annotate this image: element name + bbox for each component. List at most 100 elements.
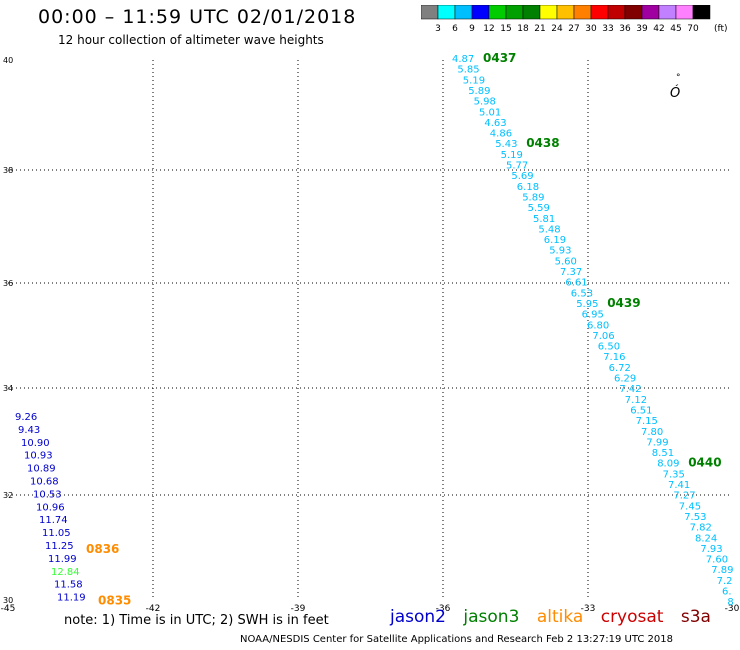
swh-value-label: 5.60 bbox=[555, 256, 577, 267]
swh-value-label: 5.81 bbox=[533, 214, 555, 225]
swh-value-label: 7.99 bbox=[646, 437, 668, 448]
swh-value-label: 8.24 bbox=[695, 533, 717, 544]
color-scale-legend: 3 6 9 12 15 18 21 24 27 30 33 36 39 42 45 70 (ft) bbox=[421, 5, 728, 34]
map-symbol-degree: ° bbox=[676, 73, 681, 83]
swh-value-label: 5.77 bbox=[506, 161, 528, 172]
colorbar-swatch bbox=[692, 5, 711, 20]
swh-value-label: 6. bbox=[722, 587, 732, 598]
swh-value-label: 5.95 bbox=[576, 299, 598, 310]
swh-value-label: 7.42 bbox=[619, 384, 641, 395]
swh-value-label: 7.45 bbox=[679, 501, 701, 512]
swh-value-label: 7.89 bbox=[711, 565, 733, 576]
swh-value-label: 6.80 bbox=[587, 320, 609, 331]
colorbar-tick-label: 36 bbox=[619, 24, 631, 34]
swh-value-label: 7.15 bbox=[636, 416, 658, 427]
swh-value-label: 12.84 bbox=[51, 567, 80, 578]
swh-value-label: 4.63 bbox=[484, 118, 506, 129]
track-time-label: 0439 bbox=[607, 296, 640, 310]
lon-tick-label: -33 bbox=[581, 604, 596, 614]
colorbar-tick-label: 39 bbox=[636, 24, 648, 34]
lat-tick-label: 32 bbox=[3, 491, 13, 500]
swh-value-label: 10.68 bbox=[30, 477, 59, 488]
lon-tick-label: -42 bbox=[146, 604, 161, 614]
lon-tick-label: -30 bbox=[725, 604, 740, 614]
swh-value-label: 4.87 bbox=[452, 54, 474, 65]
swh-value-label: 7.2 bbox=[717, 576, 733, 587]
legend-altika: altika bbox=[536, 607, 584, 627]
lon-tick-label: -36 bbox=[436, 604, 451, 614]
swh-value-label: 5.89 bbox=[522, 192, 544, 203]
satellite-legend: jason2 jason3 altika cryosat s3a bbox=[390, 607, 723, 627]
swh-value-label: 5.89 bbox=[468, 86, 490, 97]
swh-value-label: 5.48 bbox=[538, 224, 560, 235]
colorbar-tick-label: 45 bbox=[670, 24, 681, 34]
colorbar-tick-label: 42 bbox=[653, 24, 664, 34]
colorbar-unit: (ft) bbox=[714, 24, 728, 34]
swh-value-label: 7.35 bbox=[663, 469, 685, 480]
swh-value-label: 6.19 bbox=[544, 235, 566, 246]
map-title: 00:00 – 11:59 UTC 02/01/2018 bbox=[38, 6, 357, 28]
lat-tick-label: 34 bbox=[3, 384, 13, 393]
colorbar-tick-label: 33 bbox=[602, 24, 613, 34]
colorbar-tick-label: 15 bbox=[500, 24, 511, 34]
swh-value-label: 5.19 bbox=[463, 75, 485, 86]
swh-value-label: 10.89 bbox=[27, 464, 56, 475]
colorbar-tick-label: 3 bbox=[435, 24, 441, 34]
legend-cryosat: cryosat bbox=[600, 607, 664, 627]
swh-value-label: 6.50 bbox=[598, 342, 620, 353]
swh-value-label: 11.99 bbox=[48, 554, 77, 565]
swh-value-label: 11.25 bbox=[45, 541, 74, 552]
swh-value-label: 8.51 bbox=[652, 448, 674, 459]
swh-value-label: 5.93 bbox=[549, 246, 571, 257]
swh-value-label: 6.61 bbox=[565, 278, 587, 289]
swh-value-label: 7.93 bbox=[700, 544, 722, 555]
swh-value-label: 10.90 bbox=[21, 438, 50, 449]
lat-tick-label: 30 bbox=[3, 596, 13, 605]
swh-value-label: 9.43 bbox=[18, 425, 40, 436]
swh-value-label: 6.18 bbox=[517, 182, 539, 193]
legend-jason2: jason2 bbox=[390, 607, 446, 627]
colorbar-tick-label: 6 bbox=[452, 24, 458, 34]
swh-value-label: 6.72 bbox=[609, 363, 631, 374]
colorbar-tick-label: 70 bbox=[687, 24, 699, 34]
swh-value-label: 6.53 bbox=[571, 288, 593, 299]
swh-value-label: 6.51 bbox=[630, 405, 652, 416]
swh-value-label: 4.86 bbox=[490, 129, 512, 140]
colorbar-tick-label: 21 bbox=[534, 24, 545, 34]
lon-tick-label: -45 bbox=[1, 604, 16, 614]
swh-value-label: 10.93 bbox=[24, 451, 53, 462]
lat-tick-label: 40 bbox=[3, 56, 13, 65]
swh-value-label: 7.82 bbox=[690, 523, 712, 534]
swh-value-label: 7.80 bbox=[641, 427, 663, 438]
swh-value-label: 7.12 bbox=[625, 395, 647, 406]
swh-value-label: 7.27 bbox=[673, 491, 695, 502]
lon-tick-label: -39 bbox=[291, 604, 306, 614]
swh-value-label: 5.59 bbox=[528, 203, 550, 214]
swh-value-label: 5.98 bbox=[474, 97, 496, 108]
track-time-label: 0836 bbox=[86, 542, 119, 556]
swh-value-label: 10.53 bbox=[33, 489, 62, 500]
credit-line: NOAA/NESDIS Center for Satellite Applica… bbox=[240, 634, 673, 645]
track-time-label: 0440 bbox=[688, 456, 721, 470]
swh-value-label: 8 bbox=[727, 597, 733, 608]
track-time-label: 0437 bbox=[483, 51, 516, 65]
swh-value-label: 11.74 bbox=[39, 515, 68, 526]
swh-value-label: 11.58 bbox=[54, 580, 83, 591]
map-symbol-o: Ó bbox=[670, 85, 680, 101]
swh-value-label: 7.37 bbox=[560, 267, 582, 278]
swh-value-label: 5.85 bbox=[457, 65, 479, 76]
swh-value-label: 8.09 bbox=[657, 459, 679, 470]
map-subtitle: 12 hour collection of altimeter wave hei… bbox=[58, 33, 324, 47]
swh-value-label: 11.05 bbox=[42, 528, 71, 539]
swh-value-label: 9.26 bbox=[15, 412, 37, 423]
swh-value-label: 7.60 bbox=[706, 555, 728, 566]
swh-value-label: 6.29 bbox=[614, 374, 636, 385]
colorbar-tick-label: 27 bbox=[568, 24, 579, 34]
swh-value-label: 6.95 bbox=[582, 310, 604, 321]
swh-value-label: 11.19 bbox=[57, 593, 86, 604]
swh-value-label: 7.53 bbox=[684, 512, 706, 523]
track-time-label: 0438 bbox=[526, 136, 559, 150]
colorbar-tick-label: 12 bbox=[483, 24, 494, 34]
swh-value-label: 5.01 bbox=[479, 107, 501, 118]
